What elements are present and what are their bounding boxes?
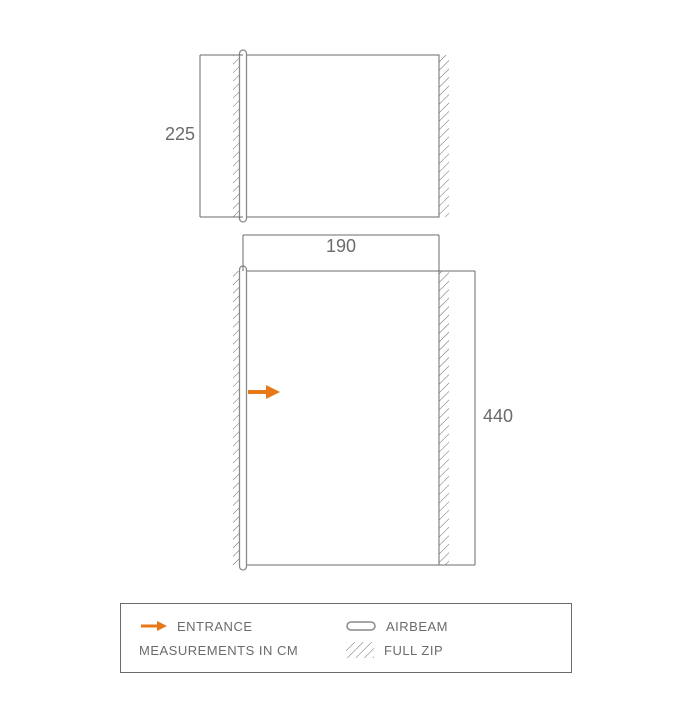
legend-fullzip: FULL ZIP <box>346 638 553 662</box>
legend-units: MEASUREMENTS IN CM <box>139 638 346 662</box>
bottom-airbeam <box>240 266 247 570</box>
legend-entrance: ENTRANCE <box>139 614 346 638</box>
legend-fullzip-label: FULL ZIP <box>384 643 443 658</box>
dim-190-label: 190 <box>326 236 356 256</box>
top-rect-outline <box>243 55 439 217</box>
dim-225-label: 225 <box>165 124 195 144</box>
legend-airbeam-label: AIRBEAM <box>386 619 448 634</box>
legend-airbeam: AIRBEAM <box>346 614 553 638</box>
airbeam-icon <box>346 619 376 633</box>
bottom-rect-outline <box>243 271 439 565</box>
bottom-rect-zip-right <box>439 271 449 565</box>
dim-440-label: 440 <box>483 406 513 426</box>
legend-entrance-label: ENTRANCE <box>177 619 253 634</box>
entrance-arrow-icon <box>139 619 167 633</box>
floorplan-svg: 225 190 440 <box>0 0 700 700</box>
top-airbeam <box>240 50 247 222</box>
diagram-canvas: 225 190 440 <box>0 0 700 700</box>
legend-box: ENTRANCE AIRBEAM MEASUREMENTS IN CM FULL… <box>120 603 572 673</box>
fullzip-icon <box>346 642 374 658</box>
top-rect-zip-right <box>439 55 449 217</box>
units-note-label: MEASUREMENTS IN CM <box>139 643 298 658</box>
